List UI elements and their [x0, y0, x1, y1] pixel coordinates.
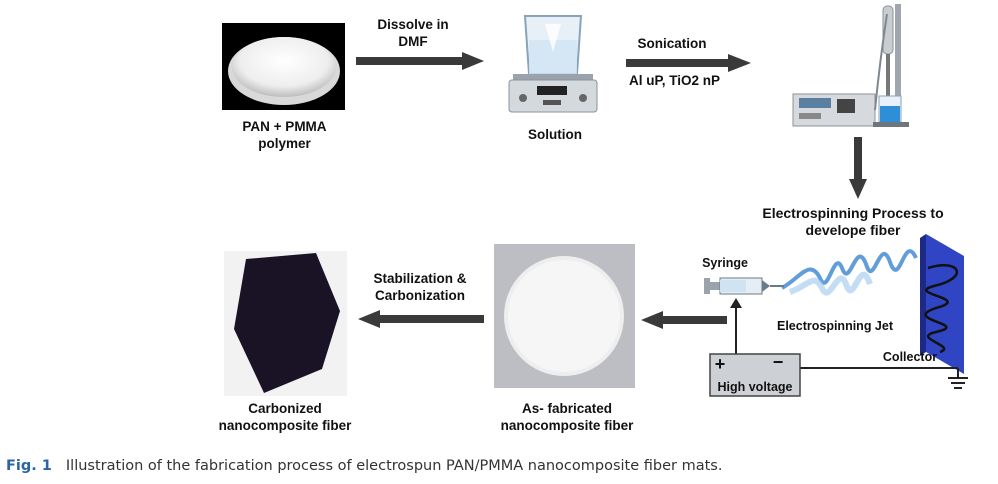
as-fabricated-label-line2: nanocomposite fiber: [500, 418, 634, 433]
dissolve-label-line1: Dissolve in: [377, 17, 449, 32]
collector-label: Collector: [882, 350, 938, 364]
stabilization-label-line1: Stabilization &: [373, 271, 467, 286]
as-fabricated-fiber-image: [494, 244, 635, 388]
electrospinning-setup: [704, 234, 968, 397]
sonication-label-line2: Al uP, TiO2 nP: [628, 73, 721, 88]
dissolve-label: Dissolve in DMF: [358, 16, 468, 50]
figure-caption-text: Illustration of the fabrication process …: [65, 458, 723, 474]
stirrer-beaker-illustration: [508, 15, 598, 113]
voltage-plus: +: [714, 354, 726, 374]
arrow-to-as-fabricated: [641, 311, 727, 329]
arrow-to-carbonized: [358, 310, 484, 328]
syringe-icon: [704, 277, 784, 295]
sonication-label-line1: Sonication: [637, 36, 707, 51]
dissolve-label-line2: DMF: [398, 34, 428, 49]
solution-label: Solution: [528, 127, 582, 142]
carbonized-fiber-image: [224, 251, 347, 396]
carbonized-label: Carbonized nanocomposite fiber: [205, 400, 365, 434]
jet-label: Electrospinning Jet: [777, 319, 893, 333]
high-voltage-label: High voltage: [717, 380, 793, 394]
figure-caption: Fig. 1 Illustration of the fabrication pr…: [6, 458, 966, 474]
electrospinning-title: Electrospinning Process to develope fibe…: [728, 205, 978, 239]
arrow-dissolve: [356, 52, 484, 70]
stabilization-label: Stabilization & Carbonization: [355, 270, 485, 304]
syringe-label: Syringe: [702, 256, 748, 270]
polymer-powder-image: [222, 23, 345, 110]
electrospinning-jet-spiral: [780, 249, 918, 296]
carbonized-label-line1: Carbonized: [248, 401, 322, 416]
figure-number: Fig. 1: [6, 458, 52, 474]
as-fabricated-label: As- fabricated nanocomposite fiber: [487, 400, 647, 434]
electrospinning-title-line2: develope fiber: [805, 222, 901, 238]
electrospinning-title-line1: Electrospinning Process to: [762, 205, 944, 221]
polymer-label-line1: PAN + PMMA: [242, 119, 327, 134]
as-fabricated-label-line1: As- fabricated: [521, 401, 613, 416]
arrow-sonication: [626, 54, 751, 72]
voltage-minus: −: [772, 352, 784, 372]
sonicator-illustration: [792, 4, 909, 127]
polymer-label: PAN + PMMA polymer: [212, 118, 357, 152]
stabilization-label-line2: Carbonization: [375, 288, 465, 303]
arrow-down: [849, 137, 867, 199]
polymer-label-line2: polymer: [258, 136, 311, 151]
carbonized-label-line2: nanocomposite fiber: [218, 418, 352, 433]
